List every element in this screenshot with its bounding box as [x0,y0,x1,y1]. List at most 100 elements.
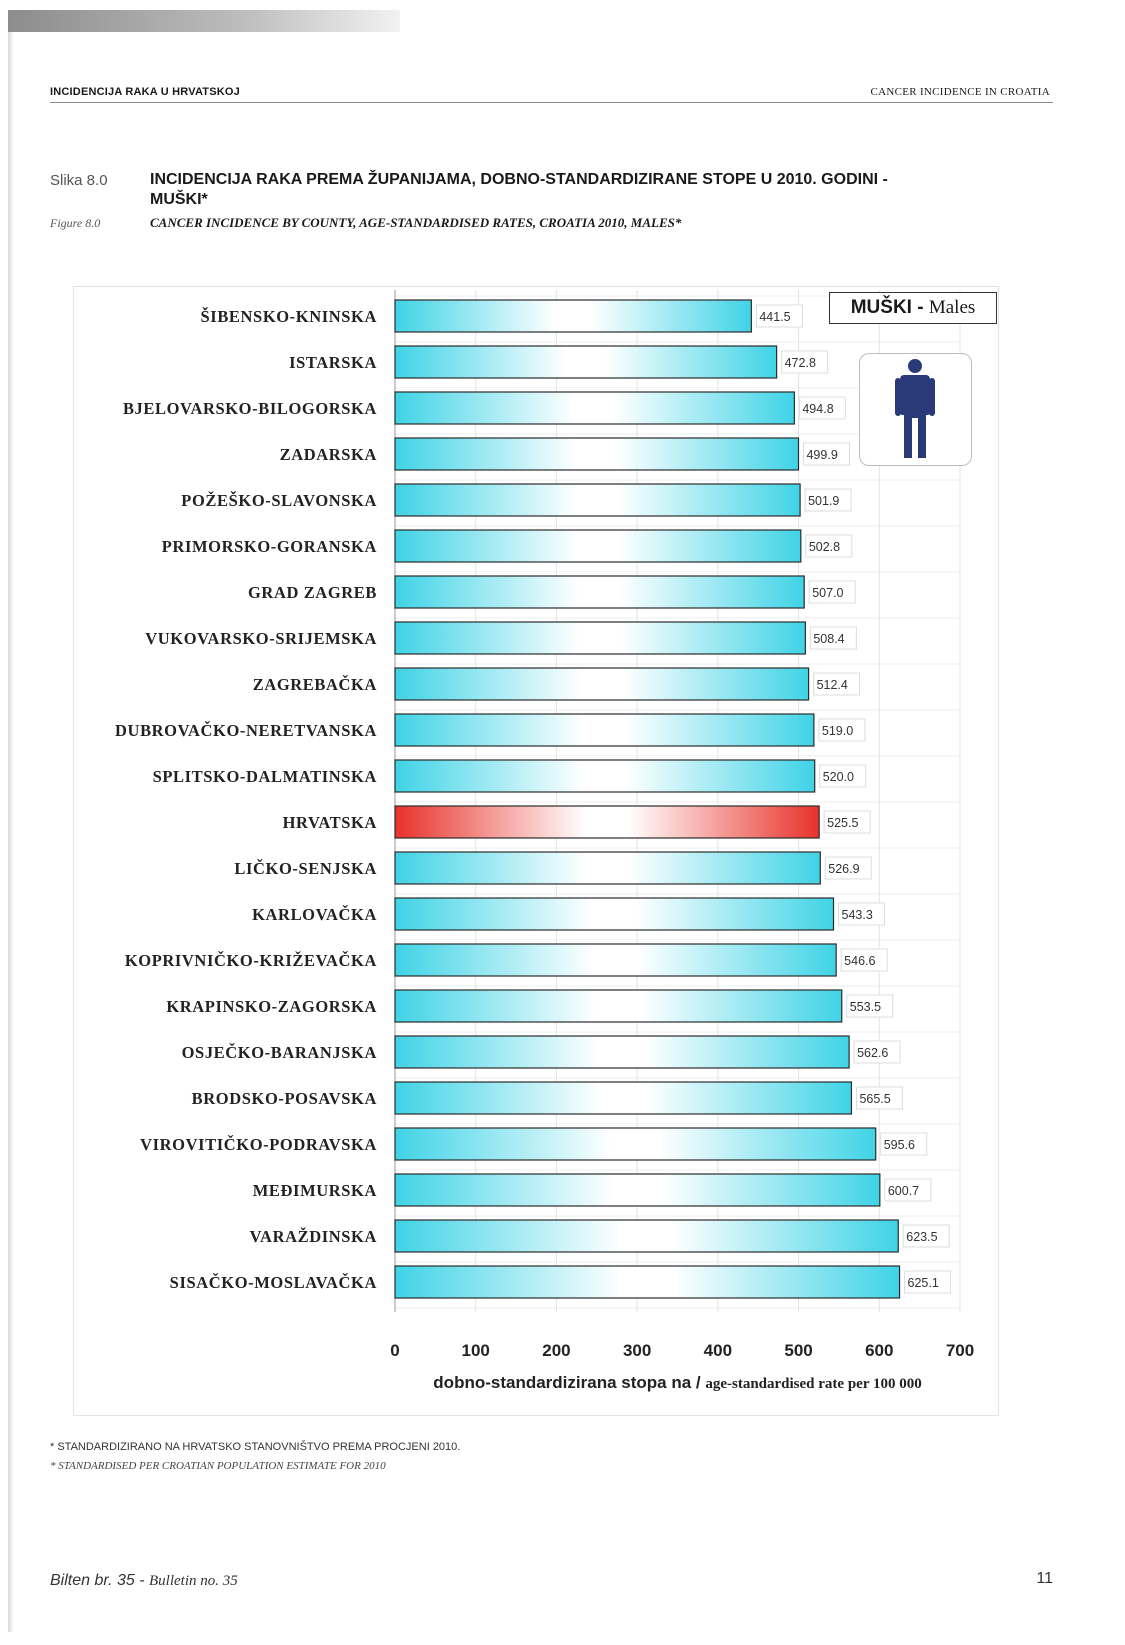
value-label-box [902,1224,950,1248]
legend-label-hr: MUŠKI [850,297,912,318]
category-label: BRODSKO-POSAVSKA [192,1089,377,1108]
value-label-box [824,856,872,880]
category-label: GRAD ZAGREB [248,583,377,602]
value-label-box [802,442,850,466]
value-label-box [813,672,861,696]
value-label-box [808,580,856,604]
bar [394,529,802,563]
category-label: SPLITSKO-DALMATINSKA [153,767,377,786]
value-label-box [819,764,867,788]
bar [394,759,816,793]
bar [394,1173,881,1207]
value-label-box [809,626,857,650]
category-label: ISTARSKA [289,353,377,372]
category-label: VARAŽDINSKA [250,1227,377,1246]
x-axis-label-en: age-standardised rate per 100 000 [705,1376,921,1392]
value-label: 501.9 [808,494,839,508]
x-tick-label: 100 [462,1341,490,1360]
category-label: KARLOVAČKA [252,905,377,924]
value-label: 600.7 [888,1184,919,1198]
footnote-en: * STANDARDISED PER CROATIAN POPULATION E… [50,1460,386,1472]
value-label-box [884,1178,932,1202]
value-label-box [904,1270,952,1294]
value-label: 625.1 [908,1276,939,1290]
value-label: 553.5 [850,1000,881,1014]
bar [394,345,778,379]
value-label: 543.3 [842,908,873,922]
value-label: 565.5 [859,1092,890,1106]
legend-separator: - [911,297,929,318]
x-tick-label: 300 [623,1341,651,1360]
bar [394,1127,877,1161]
category-label: ŠIBENSKO-KNINSKA [201,307,377,326]
running-header-left: INCIDENCIJA RAKA U HRVATSKOJ [50,86,240,98]
value-label: 595.6 [884,1138,915,1152]
bar [394,851,821,885]
bar [394,667,810,701]
figure-title-en: CANCER INCIDENCE BY COUNTY, AGE-STANDARD… [150,215,682,230]
category-label: ZADARSKA [280,445,377,464]
bar [394,989,843,1023]
value-label: 525.5 [827,816,858,830]
x-axis-label: dobno-standardizirana stopa na / age-sta… [433,1373,921,1392]
running-header-right: CANCER INCIDENCE IN CROATIA [870,86,1050,98]
value-label: 562.6 [857,1046,888,1060]
value-label: 499.9 [806,448,837,462]
bar [394,1035,850,1069]
header-rule [50,102,1053,103]
footnote-hr: * STANDARDIZIRANO NA HRVATSKO STANOVNIŠT… [50,1441,461,1453]
value-label-box [846,994,894,1018]
category-label: DUBROVAČKO-NERETVANSKA [115,721,377,740]
value-label-box [823,810,871,834]
bar [394,437,800,471]
category-label: MEĐIMURSKA [253,1181,377,1200]
category-label: LIČKO-SENJSKA [234,859,377,878]
category-label: VIROVITIČKO-PODRAVSKA [140,1135,377,1154]
footer-bulletin: Bilten br. 35 - Bulletin no. 35 [50,1572,238,1590]
category-label: POŽEŠKO-SLAVONSKA [181,491,377,510]
value-label: 507.0 [812,586,843,600]
x-tick-label: 700 [946,1341,974,1360]
value-label: 502.8 [809,540,840,554]
legend-label-en: Males [928,297,976,318]
male-person-icon-box [859,353,972,466]
value-label: 519.0 [822,724,853,738]
bar [394,299,752,333]
x-tick-label: 500 [784,1341,812,1360]
bar [394,897,835,931]
chart-legend: MUŠKI - Males [829,292,997,324]
bar [394,575,805,609]
figure-number-en: Figure 8.0 [50,216,101,230]
value-label-box [840,948,888,972]
page-left-edge [8,32,14,1632]
x-axis-label-hr: dobno-standardizirana stopa na / [433,1373,705,1392]
value-label: 546.6 [844,954,875,968]
bar [394,483,801,517]
bar [394,805,820,839]
category-label: KOPRIVNIČKO-KRIŽEVAČKA [125,951,377,970]
page-number: 11 [1036,1570,1053,1587]
value-label: 520.0 [823,770,854,784]
bar [394,1265,901,1299]
category-label: PRIMORSKO-GORANSKA [162,537,377,556]
value-label: 623.5 [906,1230,937,1244]
value-label: 526.9 [828,862,859,876]
bar [394,391,795,425]
value-label-box [838,902,886,926]
value-label-box [755,304,803,328]
category-label: BJELOVARSKO-BILOGORSKA [123,399,377,418]
value-label: 494.8 [802,402,833,416]
bar [394,621,806,655]
value-label-box [781,350,829,374]
value-label-box [855,1086,903,1110]
value-label: 512.4 [817,678,848,692]
male-person-icon [895,359,935,458]
footer-bulletin-hr: Bilten br. 35 - [50,1572,150,1589]
category-label: OSJEČKO-BARANJSKA [182,1043,377,1062]
category-label: KRAPINSKO-ZAGORSKA [166,997,377,1016]
value-label: 441.5 [759,310,790,324]
value-label-box [805,534,853,558]
bar [394,1219,899,1253]
value-label-box [798,396,846,420]
